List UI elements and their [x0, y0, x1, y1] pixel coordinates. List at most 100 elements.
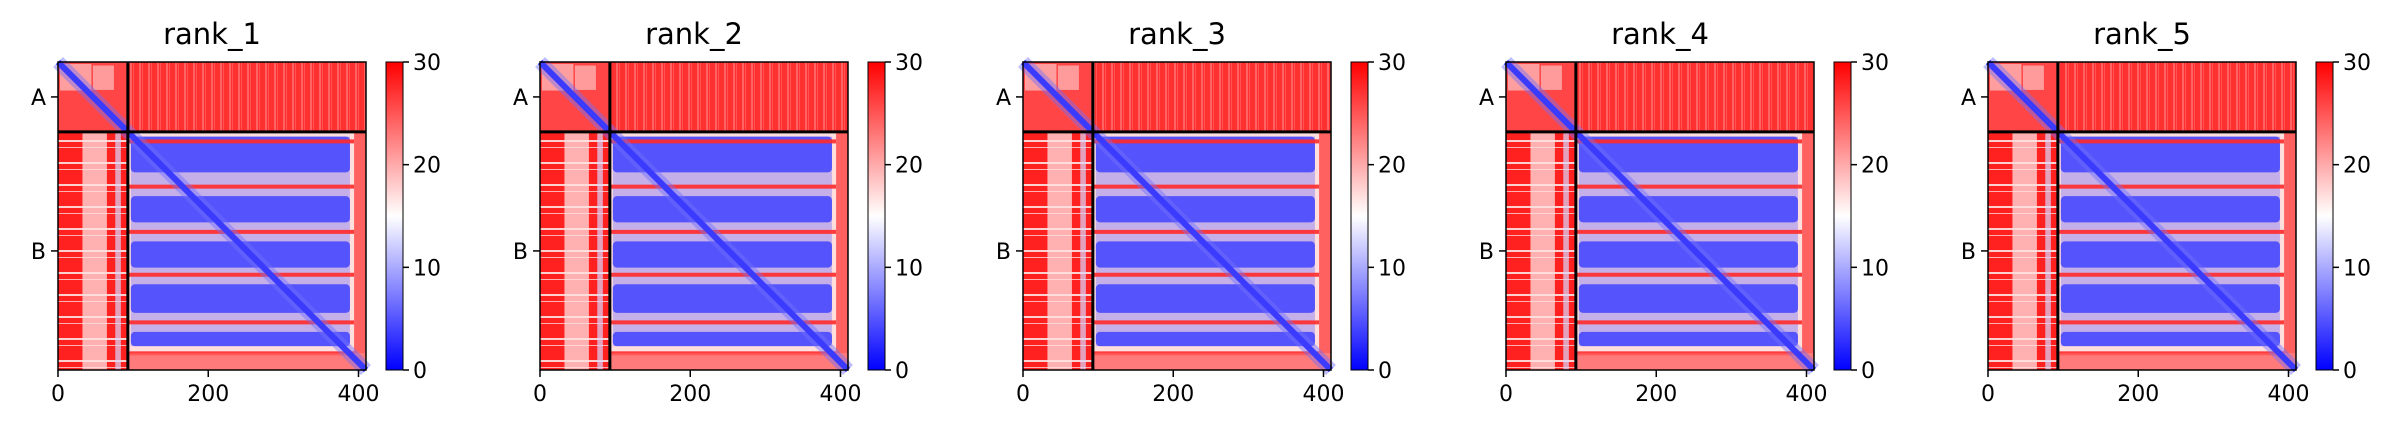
- x-tick-label: 0: [1016, 382, 1030, 407]
- pae-panel-1: rank_1 0 200 400 A B 0 10 20 30: [31, 17, 441, 407]
- cell-chain-b-a-light: [564, 131, 589, 370]
- cell-chain-b-b-band: [127, 320, 355, 325]
- axes-frame: [1987, 61, 2297, 371]
- colorbar-tick-label: 20: [413, 154, 441, 179]
- cell-chain-a-b-overlay: [1575, 62, 1814, 132]
- colorbar-tick-label: 30: [1378, 51, 1406, 76]
- cell-chain-b-b-band: [1575, 229, 1803, 234]
- cell-chain-a-b-overlay: [609, 62, 848, 132]
- cell-chain-b-a-edge: [2045, 131, 2051, 370]
- cell-chain-a-a-light: [2022, 65, 2044, 90]
- cell-chain-b-a-light: [2012, 131, 2037, 370]
- cell-chain-b-a-edge: [597, 131, 603, 370]
- colorbar-tick-label: 10: [895, 256, 923, 281]
- colorbar-tick-label: 0: [1378, 359, 1392, 384]
- colorbar: 0 10 20 30: [1350, 51, 1406, 384]
- cell-chain-b-b-domain: [1578, 284, 1798, 313]
- cell-chain-b-b-domain: [1095, 241, 1315, 268]
- cell-chain-b-b-band: [127, 229, 355, 234]
- colorbar-tick-label: 30: [413, 51, 441, 76]
- cell-chain-b-b-band: [2057, 184, 2285, 189]
- colorbar-gradient: [1350, 61, 1369, 371]
- colorbar-tick-label: 30: [1861, 51, 1889, 76]
- cell-chain-b-b-edge: [2284, 131, 2296, 354]
- cell-chain-b-b-domain: [2060, 241, 2280, 268]
- cell-chain-b-b-domain: [130, 136, 350, 173]
- cell-chain-b-b-band: [609, 184, 837, 189]
- chain-label-a: A: [31, 86, 46, 111]
- chain-label-b: B: [513, 240, 528, 265]
- cell-chain-b-b-band: [1575, 139, 1803, 144]
- chain-label-b: B: [1479, 240, 1494, 265]
- cell-chain-b-a-light: [1530, 131, 1555, 370]
- x-tick-label: 0: [533, 382, 547, 407]
- colorbar-gradient: [1833, 61, 1852, 371]
- cell-chain-b-b-edge: [1319, 131, 1331, 354]
- x-tick-label: 400: [1302, 382, 1344, 407]
- colorbar-tick-label: 10: [1378, 256, 1406, 281]
- chain-label-b: B: [1961, 240, 1976, 265]
- pae-diagonal-halo: [1983, 57, 2301, 375]
- cell-chain-b-b-band: [2057, 320, 2285, 325]
- cell-chain-b-b-domain: [1578, 331, 1798, 347]
- pae-panel-3: rank_3 0 200 400 A B 0 10 20 30: [996, 17, 1406, 407]
- pae-diagonal: [1503, 59, 1817, 373]
- x-tick-label: 400: [2267, 382, 2309, 407]
- panel-title: rank_1: [163, 17, 261, 51]
- cell-chain-a-a-light: [574, 65, 596, 90]
- cell-chain-b-b-domain: [1578, 136, 1798, 173]
- cell-chain-b-a-edge: [1080, 131, 1086, 370]
- cell-chain-b-b-tail: [2057, 353, 2296, 370]
- cell-chain-b-b-band: [127, 139, 355, 144]
- pae-diagonal: [55, 59, 369, 373]
- cell-chain-a-a-light: [92, 65, 114, 90]
- cell-chain-b-b-edge: [354, 131, 366, 354]
- colorbar: 0 10 20 30: [867, 51, 923, 384]
- panel-title: rank_5: [2093, 17, 2191, 51]
- pae-diagonal-halo: [53, 57, 371, 375]
- pae-diagonal-halo: [1501, 57, 1819, 375]
- colorbar-tick-label: 20: [1861, 154, 1889, 179]
- cell-chain-b-b-tail: [1092, 353, 1331, 370]
- colorbar-tick-label: 20: [1378, 154, 1406, 179]
- chain-label-b: B: [31, 240, 46, 265]
- cell-chain-a-b-overlay: [127, 62, 367, 132]
- axes-frame: [57, 61, 367, 371]
- cell-chain-b-b-tail: [127, 353, 367, 370]
- colorbar-tick-label: 30: [2343, 51, 2371, 76]
- cell-chain-b-b-edge: [1802, 131, 1814, 354]
- cell-chain-b-b-domain: [1578, 241, 1798, 268]
- colorbar-tick-label: 0: [413, 359, 427, 384]
- colorbar-tick-label: 30: [895, 51, 923, 76]
- cell-chain-b-b-domain: [612, 136, 832, 173]
- chain-label-b: B: [996, 240, 1011, 265]
- colorbar-tick-label: 10: [413, 256, 441, 281]
- cell-chain-b-b-band: [2057, 272, 2285, 277]
- chain-label-a: A: [996, 86, 1011, 111]
- cell-chain-b-b-domain: [130, 284, 350, 313]
- cell-chain-b-b-band: [1092, 139, 1320, 144]
- cell-chain-b-b-band: [1092, 184, 1320, 189]
- cell-chain-b-b-domain: [130, 241, 350, 268]
- cell-chain-b-a-light: [82, 131, 107, 370]
- cell-chain-a-a-light: [1057, 65, 1079, 90]
- axes-frame: [539, 61, 849, 371]
- cell-chain-b-b-band: [1575, 272, 1803, 277]
- cell-chain-a-b-overlay: [1092, 62, 1331, 132]
- cell-chain-b-b-band: [609, 139, 837, 144]
- cell-chain-b-b-domain: [2060, 331, 2280, 347]
- chain-label-a: A: [513, 86, 528, 111]
- x-tick-label: 0: [1981, 382, 1995, 407]
- cell-chain-b-b-domain: [2060, 196, 2280, 223]
- x-tick-label: 0: [1499, 382, 1513, 407]
- cell-chain-b-b-band: [1092, 320, 1320, 325]
- cell-chain-b-b-domain: [1095, 284, 1315, 313]
- x-tick-label: 400: [819, 382, 861, 407]
- cell-chain-b-b-domain: [612, 284, 832, 313]
- colorbar-tick-label: 10: [2343, 256, 2371, 281]
- pae-panel-2: rank_2 0 200 400 A B 0 10 20 30: [513, 17, 923, 407]
- cell-chain-b-b-tail: [1575, 353, 1814, 370]
- cell-chain-b-b-domain: [2060, 284, 2280, 313]
- cell-chain-b-a-edge: [115, 131, 121, 370]
